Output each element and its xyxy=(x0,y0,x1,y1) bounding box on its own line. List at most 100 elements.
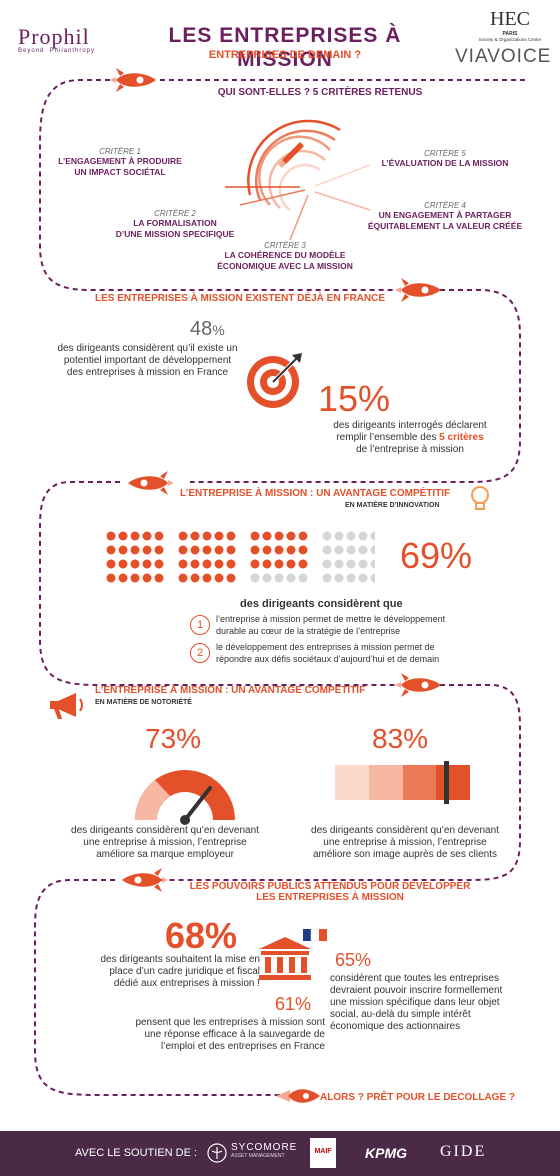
stat-83-line1: des dirigeants considèrent qu’en devenan… xyxy=(311,825,499,836)
stat-73-value: 73% xyxy=(145,723,202,754)
stat-48-value: 48 xyxy=(190,318,213,340)
dot-empty xyxy=(286,573,296,583)
government-building-icon xyxy=(259,928,327,980)
dot-filled xyxy=(262,545,272,555)
dot-filled xyxy=(190,573,200,583)
sponsor-maif: MAIF xyxy=(310,1138,336,1168)
dot-empty xyxy=(322,573,332,583)
dot-filled xyxy=(106,545,116,555)
dot-filled xyxy=(262,559,272,569)
hec-logo-text: HEC xyxy=(490,8,530,30)
dot-filled xyxy=(118,559,128,569)
dot-empty xyxy=(334,573,344,583)
stat-73-line1: des dirigeants considèrent qu’en devenan… xyxy=(71,825,259,836)
dot-empty xyxy=(334,559,344,569)
dot-filled xyxy=(154,545,164,555)
dot-empty xyxy=(322,545,332,555)
stat-15-value: 15% xyxy=(318,378,391,419)
page-subtitle: ENTREPRISES DE DEMAIN ? xyxy=(208,49,362,61)
lightbulb-icon xyxy=(471,486,489,510)
dot-filled xyxy=(214,531,224,541)
criterion-3: CRITÈRE 3 LA COHÉRENCE DU MODÈLE ÉCONOMI… xyxy=(200,241,370,272)
dot-filled xyxy=(106,573,116,583)
dot-filled xyxy=(118,573,128,583)
dot-filled xyxy=(202,573,212,583)
sycomore-logo-icon xyxy=(207,1143,227,1163)
stat-83-text: des dirigeants considèrent qu’en devenan… xyxy=(285,825,525,861)
dot-empty xyxy=(358,545,368,555)
dot-filled xyxy=(106,531,116,541)
stat-15-line2-emphasis: 5 critères xyxy=(439,432,484,443)
dot-filled xyxy=(178,559,188,569)
criterion-5-label: CRITÈRE 5 xyxy=(424,149,466,158)
dot-filled xyxy=(178,531,188,541)
criterion-4-line1: UN ENGAGEMENT À PARTAGER xyxy=(378,210,512,220)
stat-68-line2: place d’un cadre juridique et fiscal xyxy=(109,966,260,977)
dot-filled xyxy=(298,531,308,541)
dot-filled xyxy=(202,531,212,541)
criterion-2-line1: LA FORMALISATION xyxy=(133,218,217,228)
viavoice-logo: VIAVOICE xyxy=(455,46,552,67)
criterion-2-line2: D’UNE MISSION SPECIFIQUE xyxy=(115,229,235,239)
dot-grid xyxy=(106,531,375,583)
rocket-icon xyxy=(110,68,156,92)
dot-filled xyxy=(130,531,140,541)
dot-filled xyxy=(214,573,224,583)
dot-empty xyxy=(262,573,272,583)
stat-61-line2: une réponse efficace à la sauvegarde de xyxy=(144,1029,325,1040)
dot-filled xyxy=(226,573,236,583)
rocket-icon xyxy=(128,471,174,495)
criterion-2-label: CRITÈRE 2 xyxy=(154,209,196,218)
dot-filled xyxy=(142,545,152,555)
dot-filled xyxy=(154,573,164,583)
dot-empty xyxy=(322,531,332,541)
criterion-3-line1: LA COHÉRENCE DU MODÈLE xyxy=(224,250,346,260)
sponsor-gide: GIDE xyxy=(440,1143,487,1160)
stat-83-line2: une entreprise à mission, l’entreprise xyxy=(323,837,487,848)
stat-61-text: pensent que les entreprises à mission so… xyxy=(95,1017,325,1053)
stat-73-line3: améliore sa marque employeur xyxy=(96,849,234,860)
rocket-icon xyxy=(395,278,441,302)
sponsor-maif-name: MAIF xyxy=(314,1148,332,1155)
dot-filled xyxy=(178,573,188,583)
section1-heading: QUI SONT-ELLES ? 5 CRITÈRES RETENUS xyxy=(217,87,423,98)
stat-65-line3: une mission spécifique dans leur objet xyxy=(330,997,500,1008)
stat-48: 48% xyxy=(190,318,225,341)
stat-68-text: des dirigeants souhaitent la mise en pla… xyxy=(40,954,260,990)
section3-lead: des dirigeants considèrent que xyxy=(240,598,403,610)
stat-65-line1: considèrent que toutes les entreprises xyxy=(330,973,499,984)
dot-empty xyxy=(346,531,356,541)
dot-empty xyxy=(346,545,356,555)
dot-filled xyxy=(214,559,224,569)
dot-empty xyxy=(358,531,368,541)
sponsor-sycomore-sub: ASSET MANAGEMENT xyxy=(231,1153,285,1159)
dot-empty xyxy=(298,573,308,583)
stat-68-line3: dédié aux entreprises à mission ! xyxy=(113,978,260,989)
dot-filled xyxy=(154,531,164,541)
dot-filled xyxy=(226,559,236,569)
stat-15-line1: des dirigeants interrogés déclarent xyxy=(333,420,487,431)
stat-15-text: des dirigeants interrogés déclarent remp… xyxy=(305,420,515,456)
dot-empty xyxy=(334,545,344,555)
stat-48-line3: des entreprises à mission en France xyxy=(66,367,229,378)
stat-69-value: 69% xyxy=(400,535,473,576)
section5-heading: LES POUVOIRS PUBLICS ATTENDUS POUR DÉVEL… xyxy=(175,881,485,903)
stat-65-text: considèrent que toutes les entreprises d… xyxy=(330,973,530,1033)
criterion-1-line1: L’ENGAGEMENT À PRODUIRE xyxy=(58,156,182,166)
criterion-4-label: CRITÈRE 4 xyxy=(424,201,466,210)
target-icon xyxy=(247,353,302,408)
dot-filled xyxy=(214,545,224,555)
hec-logo-sub2: Society & Organizations Center xyxy=(478,37,542,42)
dot-filled xyxy=(226,531,236,541)
footer-label: AVEC LE SOUTIEN DE : xyxy=(75,1147,198,1159)
section5-heading-line1: LES POUVOIRS PUBLICS ATTENDUS POUR DÉVEL… xyxy=(189,881,471,892)
footer: AVEC LE SOUTIEN DE : SYCOMORE ASSET MANA… xyxy=(0,1131,560,1176)
dot-filled xyxy=(130,573,140,583)
dot-filled xyxy=(106,559,116,569)
stat-68-value: 68% xyxy=(165,915,238,956)
stat-61-value: 61% xyxy=(275,994,312,1014)
dot-filled xyxy=(226,545,236,555)
criterion-1-line2: UN IMPACT SOCIÉTAL xyxy=(74,167,166,177)
dot-filled xyxy=(286,531,296,541)
criterion-4-line2: ÉQUITABLEMENT LA VALEUR CRÉÉE xyxy=(367,221,523,231)
